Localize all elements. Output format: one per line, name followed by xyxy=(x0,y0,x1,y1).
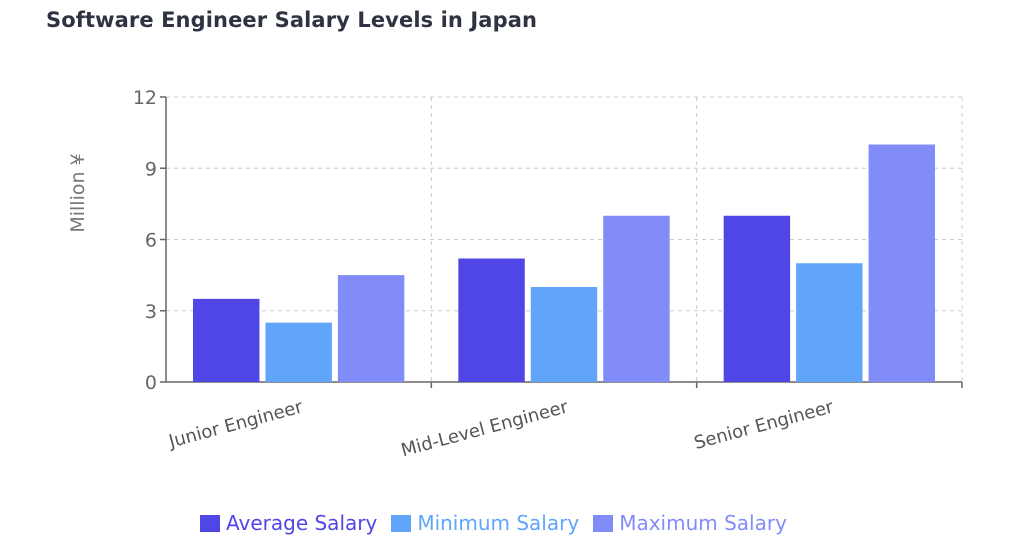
y-tick-label: 9 xyxy=(145,158,157,180)
legend-item[interactable]: Average Salary xyxy=(200,511,377,535)
legend-label: Average Salary xyxy=(226,511,378,535)
legend-swatch xyxy=(200,514,220,532)
bar-minimum-salary[interactable] xyxy=(530,287,598,382)
legend-label: Maximum Salary xyxy=(619,511,787,535)
bar-average-salary[interactable] xyxy=(458,258,525,383)
bar-average-salary[interactable] xyxy=(723,215,791,382)
y-tick-label: 12 xyxy=(133,87,157,109)
legend-swatch xyxy=(593,514,614,532)
chart-title: Software Engineer Salary Levels in Japan xyxy=(46,8,538,32)
x-tick-label: Mid-Level Engineer xyxy=(399,396,571,461)
bar-maximum-salary[interactable] xyxy=(868,144,935,383)
bar-average-salary[interactable] xyxy=(193,298,260,382)
y-tick-label: 0 xyxy=(145,372,157,394)
legend-item[interactable]: Minimum Salary xyxy=(391,511,579,535)
bars xyxy=(193,144,935,383)
y-axis-label: Million ¥ xyxy=(67,153,89,232)
legend-item[interactable]: Maximum Salary xyxy=(593,511,787,535)
legend-swatch xyxy=(391,514,412,532)
bar-minimum-salary[interactable] xyxy=(796,263,863,382)
bar-minimum-salary[interactable] xyxy=(265,322,332,382)
legend: Average Salary Minimum Salary Maximum Sala… xyxy=(200,511,787,535)
legend-label: Minimum Salary xyxy=(417,511,580,535)
bar-maximum-salary[interactable] xyxy=(337,275,405,382)
bar-maximum-salary[interactable] xyxy=(603,215,670,382)
y-tick-label: 3 xyxy=(145,301,157,323)
x-tick-label: Senior Engineer xyxy=(692,396,836,454)
x-tick-label: Junior Engineer xyxy=(166,396,306,452)
y-tick-label: 6 xyxy=(145,230,157,252)
